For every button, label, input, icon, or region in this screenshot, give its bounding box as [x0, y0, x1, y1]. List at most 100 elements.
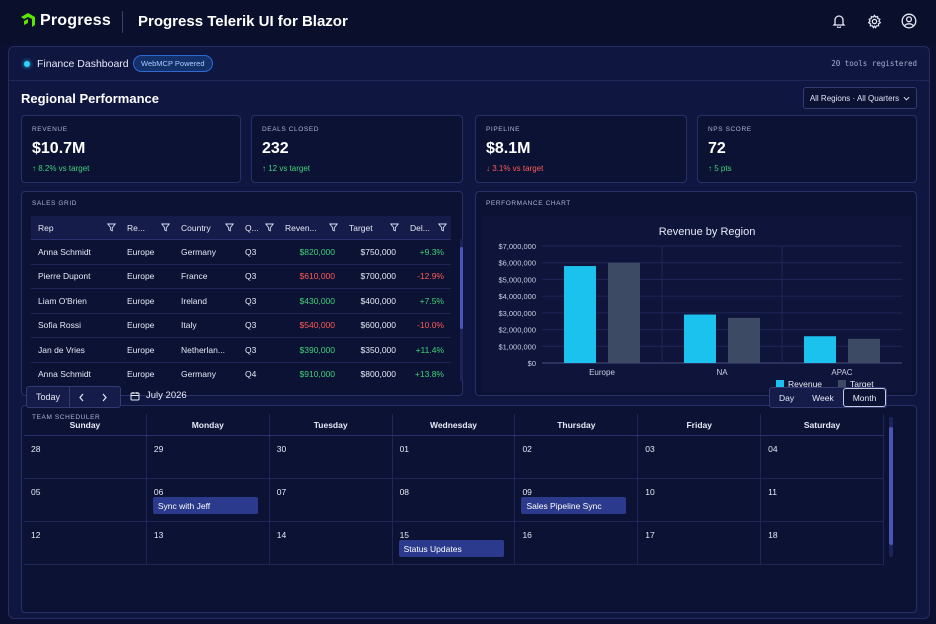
grid-column-header[interactable]: Country: [174, 216, 238, 239]
gear-icon[interactable]: [865, 12, 883, 30]
table-row[interactable]: Pierre Dupont Europe France Q3 $610,000 $700,…: [31, 265, 451, 289]
calendar-header: Sunday Monday Tuesday Wednesday Thursday Frid…: [24, 414, 884, 436]
next-button[interactable]: [93, 387, 116, 407]
kpi-card-deals: DEALS CLOSED 232 ↑ 12 vs target: [251, 115, 463, 183]
column-header-label: Del...: [410, 222, 430, 233]
calendar-day-cell[interactable]: 17: [638, 522, 762, 564]
filter-icon[interactable]: [329, 223, 338, 232]
filter-icon[interactable]: [390, 223, 399, 232]
table-cell: Q3: [245, 320, 257, 331]
user-avatar-icon[interactable]: [900, 12, 918, 30]
grid-column-header[interactable]: Del...: [403, 216, 451, 239]
calendar-day-cell[interactable]: 02: [515, 436, 639, 478]
prev-button[interactable]: [70, 387, 93, 407]
filter-icon[interactable]: [438, 223, 447, 232]
calendar-day-cell[interactable]: 28: [24, 436, 147, 478]
grid-scrollbar-thumb[interactable]: [460, 247, 463, 329]
chevron-down-icon: [903, 96, 910, 101]
calendar-day-cell[interactable]: 04: [761, 436, 884, 478]
calendar-day-cell[interactable]: 03: [638, 436, 762, 478]
column-header-label: Rep: [38, 222, 54, 233]
kpi-card-revenue: REVENUE $10.7M ↑ 8.2% vs target: [21, 115, 241, 183]
calendar-event[interactable]: Status Updates: [398, 540, 504, 557]
table-row[interactable]: Anna Schmidt Europe Germany Q4 $910,000 $800,…: [31, 363, 451, 387]
x-tick-label: APAC: [831, 368, 852, 377]
kpi-value: $8.1M: [486, 140, 531, 157]
calendar-day-cell[interactable]: 11: [761, 479, 884, 521]
calendar-day-cell[interactable]: 18: [761, 522, 884, 564]
calendar-day-cell[interactable]: 06 Sync with Jeff: [147, 479, 270, 521]
calendar-day-cell[interactable]: 13: [147, 522, 270, 564]
bell-icon[interactable]: [830, 12, 848, 30]
table-row[interactable]: Jan de Vries Europe Netherlan... Q3 $390,000…: [31, 338, 451, 363]
performance-chart-card: PERFORMANCE CHART Revenue by Region $0 $1,…: [475, 191, 917, 396]
grid-column-header[interactable]: Q...: [238, 216, 278, 239]
view-month-button[interactable]: Month: [842, 388, 887, 407]
grid-column-header[interactable]: Reven...: [278, 216, 342, 239]
kpi-label: REVENUE: [32, 126, 68, 133]
bar-revenue: [564, 266, 596, 363]
calendar-day-cell[interactable]: 09 Sales Pipeline Sync: [515, 479, 639, 521]
x-tick-label: Europe: [589, 368, 615, 377]
grid-scrollbar[interactable]: [460, 239, 463, 381]
day-number: 04: [768, 444, 778, 454]
table-cell: $610,000: [299, 271, 335, 282]
legend-swatch: [838, 380, 846, 388]
weekday-header: Wednesday: [393, 414, 516, 435]
calendar-day-cell[interactable]: 16: [515, 522, 639, 564]
table-cell: Jan de Vries: [38, 344, 85, 355]
grid-column-header[interactable]: Target: [342, 216, 403, 239]
filter-icon[interactable]: [107, 223, 116, 232]
weekday-header: Thursday: [515, 414, 639, 435]
calendar-week: 28 29 30 01 02 03 04: [24, 436, 884, 479]
sales-grid-label: SALES GRID: [32, 200, 78, 207]
header-divider: [9, 80, 929, 81]
calendar-day-cell[interactable]: 14: [270, 522, 393, 564]
view-week-button[interactable]: Week: [812, 392, 834, 403]
table-row[interactable]: Liam O'Brien Europe Ireland Q3 $430,000 $400,…: [31, 289, 451, 314]
calendar-scrollbar-thumb[interactable]: [889, 427, 893, 545]
calendar-event[interactable]: Sync with Jeff: [152, 497, 258, 514]
calendar-day-cell[interactable]: 29: [147, 436, 270, 478]
calendar-day-cell[interactable]: 08: [393, 479, 516, 521]
today-button[interactable]: Today: [27, 387, 71, 407]
region-quarter-filter[interactable]: All Regions · All Quarters: [803, 87, 917, 109]
progress-logo[interactable]: Progress: [20, 12, 111, 30]
calendar-day-cell[interactable]: 15 Status Updates: [393, 522, 516, 564]
calendar-day-cell[interactable]: 07: [270, 479, 393, 521]
calendar-day-cell[interactable]: 01: [393, 436, 516, 478]
table-cell: Sofia Rossi: [38, 320, 81, 331]
grid-column-header[interactable]: Re...: [120, 216, 174, 239]
filter-icon[interactable]: [225, 223, 234, 232]
sales-grid-card: SALES GRID Rep Re... Country Q... Reven... Ta…: [21, 191, 463, 396]
calendar-day-cell[interactable]: 30: [270, 436, 393, 478]
filter-icon[interactable]: [161, 223, 170, 232]
column-header-label: Q...: [245, 222, 259, 233]
calendar-day-cell[interactable]: 10: [638, 479, 762, 521]
kpi-delta: ↓ 3.1% vs target: [486, 164, 544, 173]
calendar-scrollbar[interactable]: [889, 417, 893, 557]
calendar-week: 05 06 Sync with Jeff 07 08 09 Sales Pipeline S…: [24, 479, 884, 522]
filter-icon[interactable]: [265, 223, 274, 232]
month-calendar: Sunday Monday Tuesday Wednesday Thursday Frid…: [24, 414, 884, 608]
table-cell: $430,000: [299, 295, 335, 306]
table-row[interactable]: Sofia Rossi Europe Italy Q3 $540,000 $600,000…: [31, 314, 451, 338]
bar-revenue: [684, 314, 716, 363]
table-cell: Pierre Dupont: [38, 271, 91, 282]
progress-logo-icon: [21, 13, 35, 27]
table-row[interactable]: Anna Schmidt Europe Germany Q3 $820,000 $750,…: [31, 240, 451, 265]
y-tick-label: $1,000,000: [498, 342, 536, 351]
filter-value: All Regions · All Quarters: [809, 93, 900, 103]
day-number: 02: [522, 444, 532, 454]
calendar-event[interactable]: Sales Pipeline Sync: [521, 497, 627, 514]
calendar-day-cell[interactable]: 12: [24, 522, 147, 564]
date-picker[interactable]: July 2026: [130, 390, 187, 401]
day-number: 08: [399, 487, 410, 497]
day-number: 01: [399, 444, 410, 454]
view-day-button[interactable]: Day: [779, 392, 795, 403]
table-cell: $820,000: [299, 246, 335, 257]
calendar-icon: [130, 391, 140, 400]
grid-column-header[interactable]: Rep: [31, 216, 120, 239]
calendar-day-cell[interactable]: 05: [24, 479, 147, 521]
day-number: 07: [276, 487, 287, 497]
